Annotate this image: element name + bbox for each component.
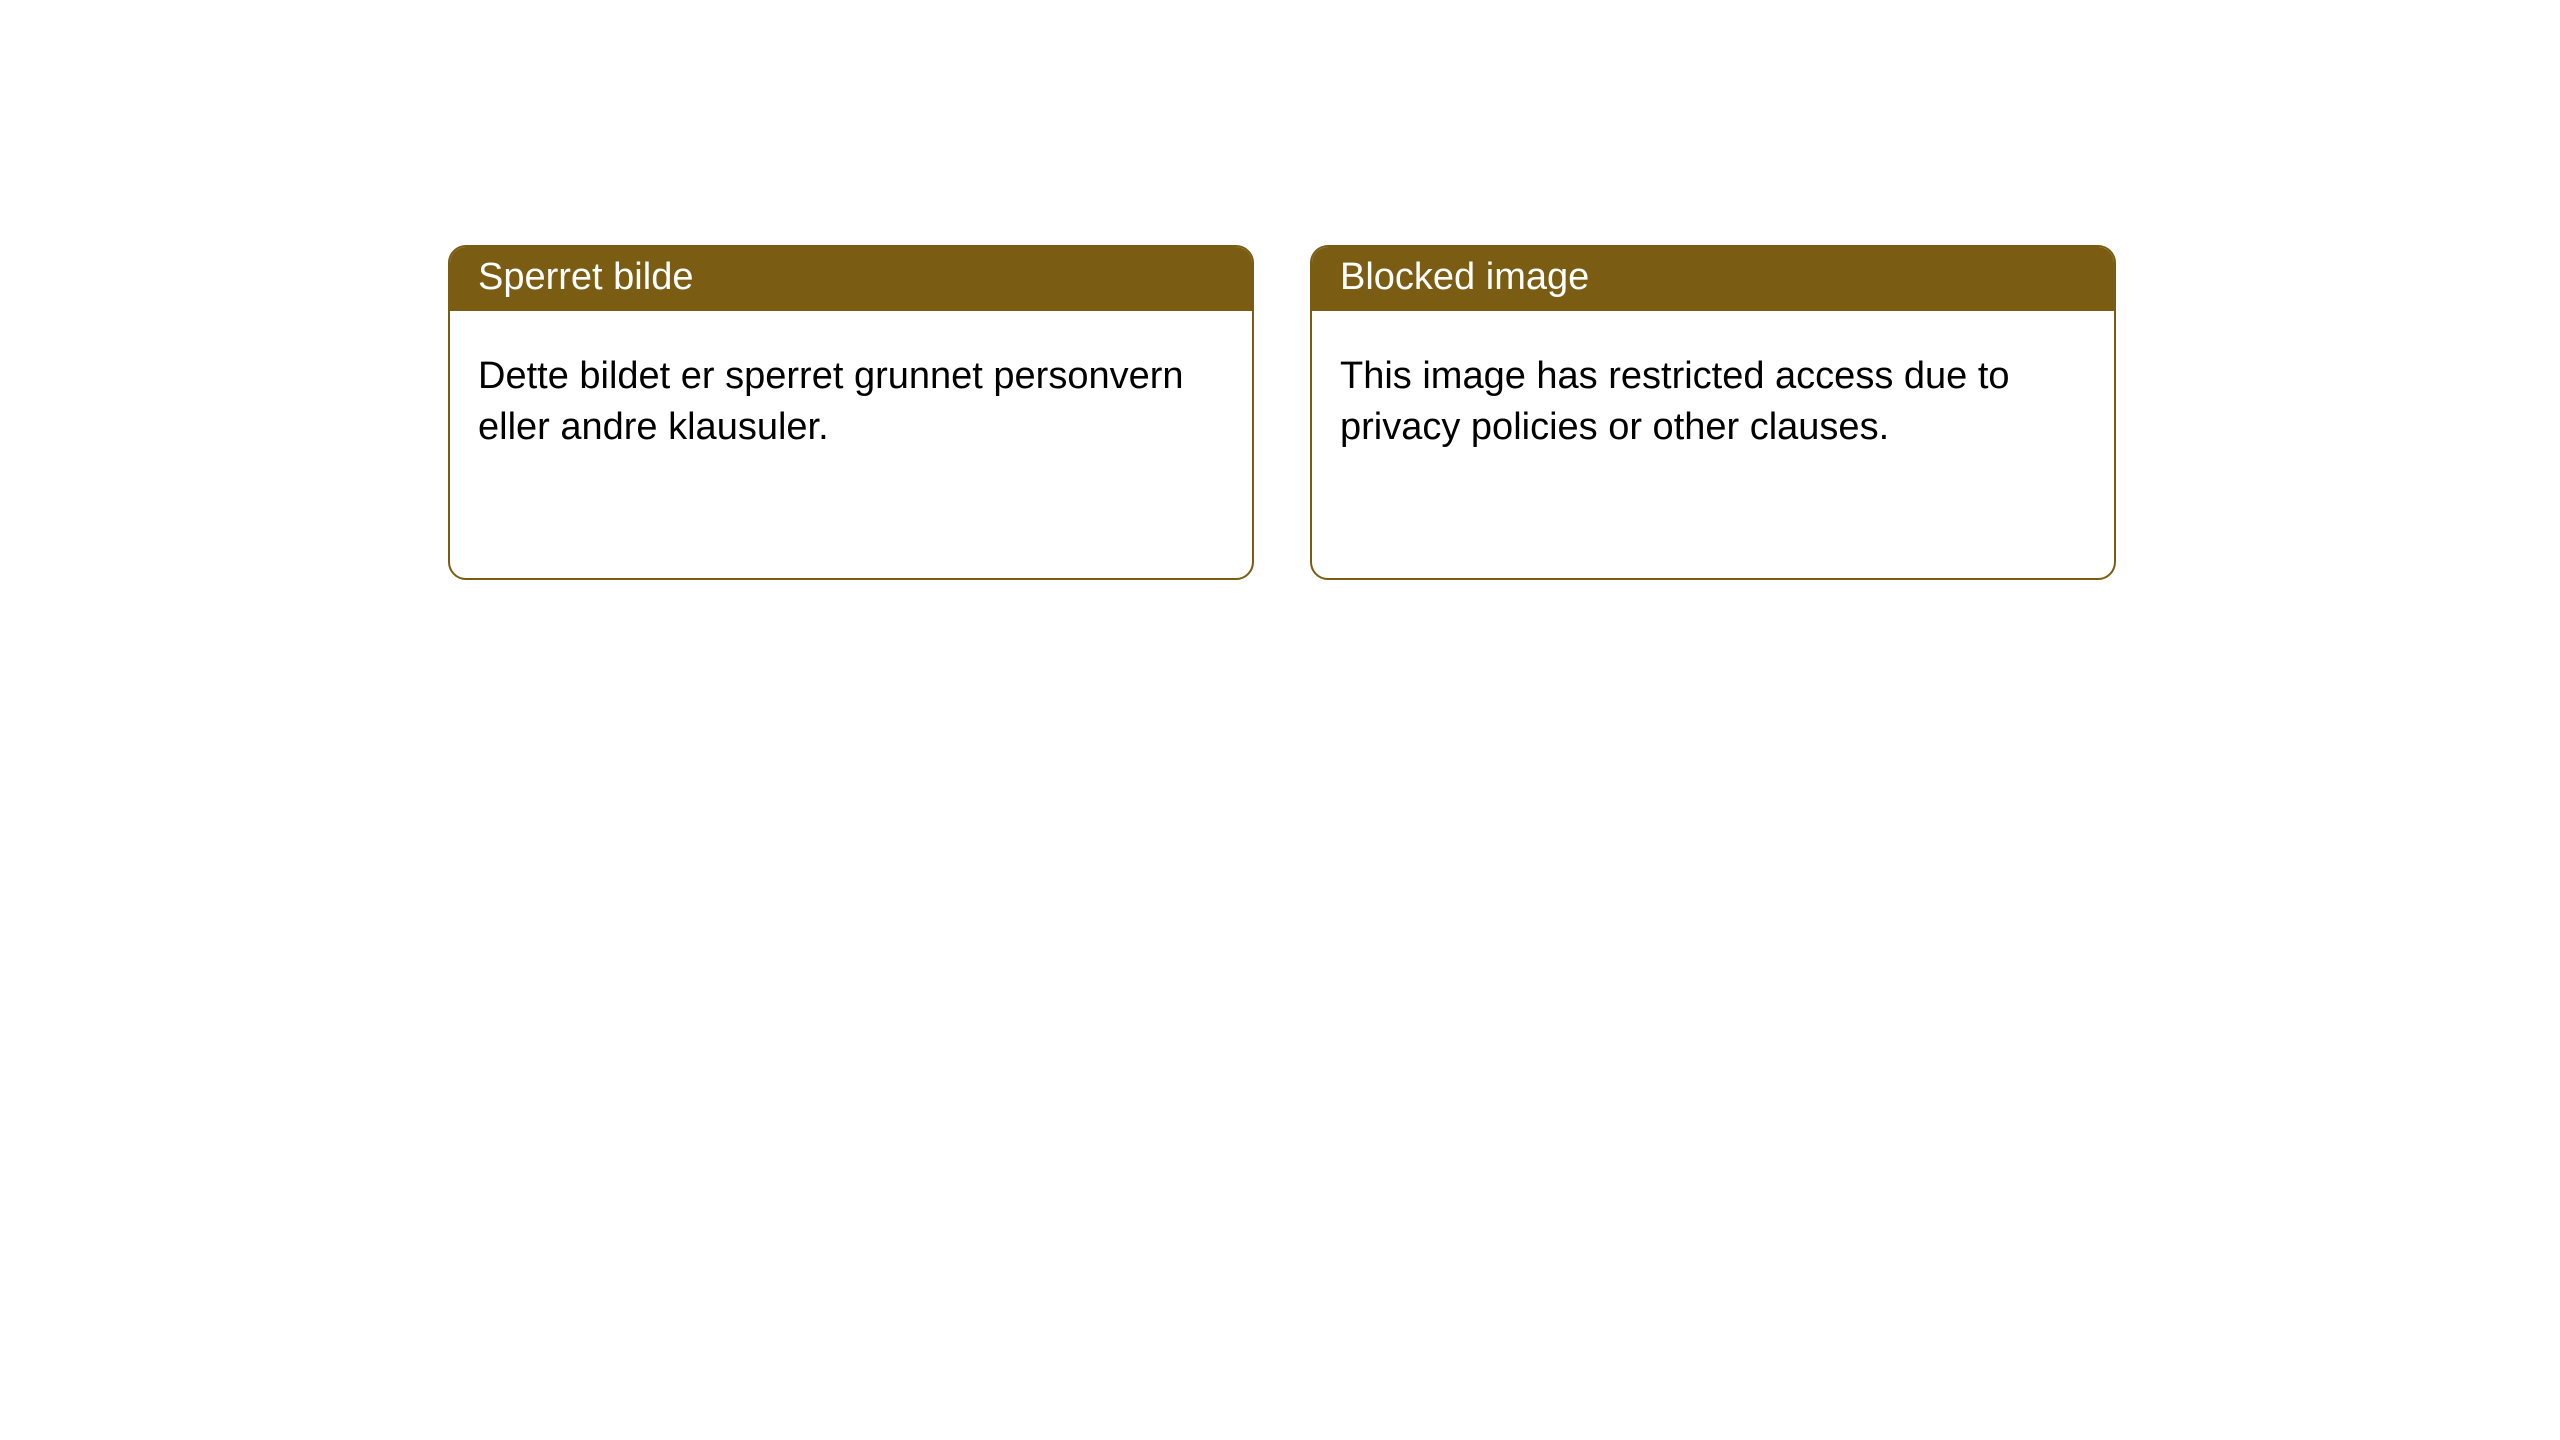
card-body: Dette bildet er sperret grunnet personve…: [450, 311, 1252, 482]
card-header: Blocked image: [1312, 247, 2114, 311]
card-body: This image has restricted access due to …: [1312, 311, 2114, 482]
card-header: Sperret bilde: [450, 247, 1252, 311]
notice-card-english: Blocked image This image has restricted …: [1310, 245, 2116, 580]
notice-container: Sperret bilde Dette bildet er sperret gr…: [0, 0, 2560, 580]
notice-card-norwegian: Sperret bilde Dette bildet er sperret gr…: [448, 245, 1254, 580]
